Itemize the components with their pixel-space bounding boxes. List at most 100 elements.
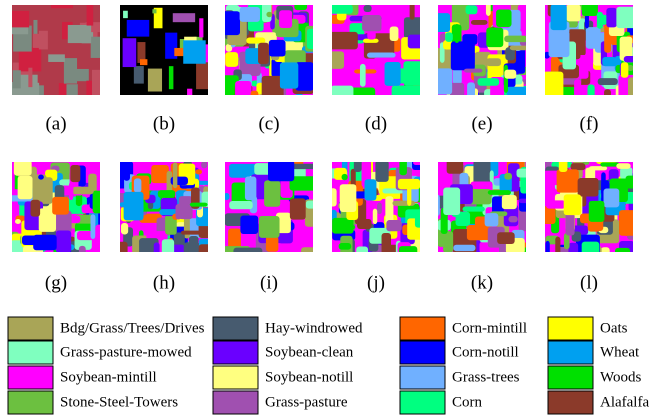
map-region xyxy=(181,231,203,235)
map-region xyxy=(386,220,401,231)
map-region xyxy=(453,68,462,84)
map-region xyxy=(375,160,388,181)
map-content xyxy=(116,160,224,271)
map-region xyxy=(450,83,464,107)
map-region xyxy=(48,54,65,62)
map-content xyxy=(434,1,541,115)
map-region xyxy=(549,31,570,57)
map-region xyxy=(464,69,482,73)
map-region xyxy=(228,229,241,257)
map-region xyxy=(504,70,516,79)
map-region xyxy=(471,20,488,25)
map-region xyxy=(566,213,575,235)
map-region xyxy=(399,159,407,175)
map-region xyxy=(123,11,128,18)
map-region xyxy=(373,209,378,225)
map-region xyxy=(11,11,29,27)
map-region xyxy=(258,43,269,64)
map-region xyxy=(568,243,578,271)
map-region xyxy=(154,242,160,267)
legend-swatch xyxy=(213,341,258,364)
map-region xyxy=(173,13,195,22)
figure: (a)(b)(c)(d)(e)(f)(g)(h)(i)(j)(k)(l)Bdg/… xyxy=(0,0,655,418)
map-region xyxy=(504,36,527,43)
map-region xyxy=(229,201,252,209)
legend-label: Bdg/Grass/Trees/Drives xyxy=(60,320,205,336)
legend-swatch xyxy=(8,341,53,364)
classification-map xyxy=(9,1,113,109)
legend-label: Soybean-notill xyxy=(265,369,353,385)
map-region xyxy=(578,178,599,197)
map-region xyxy=(546,200,565,208)
panel-label: (g) xyxy=(45,272,67,293)
map-region xyxy=(542,206,556,224)
map-region xyxy=(365,179,377,200)
map-region xyxy=(408,35,437,49)
map-content xyxy=(329,158,439,273)
legend-swatch xyxy=(8,391,53,414)
map-region xyxy=(436,68,452,94)
map-region xyxy=(294,3,307,10)
panel-label: (i) xyxy=(260,272,278,293)
classification-map xyxy=(222,159,338,266)
map-region xyxy=(466,5,478,14)
map-region xyxy=(435,13,450,32)
map-region xyxy=(571,163,586,170)
map-region xyxy=(79,246,86,265)
map-region xyxy=(169,66,174,89)
map-region xyxy=(175,204,181,220)
legend-label: Grass-pasture-mowed xyxy=(60,344,192,360)
map-region xyxy=(451,41,475,70)
map-region xyxy=(183,40,205,63)
map-region xyxy=(559,159,568,172)
map-region xyxy=(268,160,294,181)
map-region xyxy=(33,235,56,251)
map-region xyxy=(30,200,40,217)
legend-swatch xyxy=(213,391,258,414)
classification-map xyxy=(8,159,118,269)
legend-label: Grass-pasture xyxy=(265,394,348,410)
classification-map xyxy=(542,159,648,274)
map-region xyxy=(66,84,77,97)
map-region xyxy=(357,219,372,229)
map-region xyxy=(329,5,353,14)
map-region xyxy=(329,188,337,206)
map-content xyxy=(436,158,543,267)
map-region xyxy=(28,68,32,87)
map-region xyxy=(589,166,607,170)
legend-swatch xyxy=(548,366,593,389)
map-region xyxy=(224,193,230,200)
map-region xyxy=(245,176,256,200)
map-region xyxy=(486,58,501,66)
panel-label: (j) xyxy=(367,272,385,293)
classification-map xyxy=(329,158,439,273)
map-region xyxy=(307,29,328,49)
map-region xyxy=(39,31,48,50)
map-region xyxy=(413,161,433,165)
panel-label: (f) xyxy=(580,113,599,134)
legend-label: Corn-notill xyxy=(452,344,519,360)
map-region xyxy=(504,65,508,93)
map-region xyxy=(123,160,130,181)
map-region xyxy=(392,201,415,206)
map-region xyxy=(51,1,73,8)
map-region xyxy=(199,244,219,262)
legend-label: Corn-mintill xyxy=(452,320,527,336)
legend-label: Soybean-clean xyxy=(265,344,354,360)
legend-swatch xyxy=(8,317,53,340)
map-content xyxy=(222,159,338,266)
map-region xyxy=(443,188,460,215)
map-region xyxy=(574,79,581,103)
map-region xyxy=(266,236,278,252)
map-region xyxy=(463,207,485,212)
map-region xyxy=(557,169,579,192)
map-region xyxy=(555,237,560,257)
map-region xyxy=(121,223,128,234)
map-region xyxy=(18,176,33,199)
legend-label: Corn xyxy=(452,394,483,410)
map-content xyxy=(9,1,113,109)
classification-map xyxy=(543,2,647,112)
map-region xyxy=(377,202,382,214)
legend-swatch xyxy=(213,317,258,340)
classification-map xyxy=(116,160,224,271)
